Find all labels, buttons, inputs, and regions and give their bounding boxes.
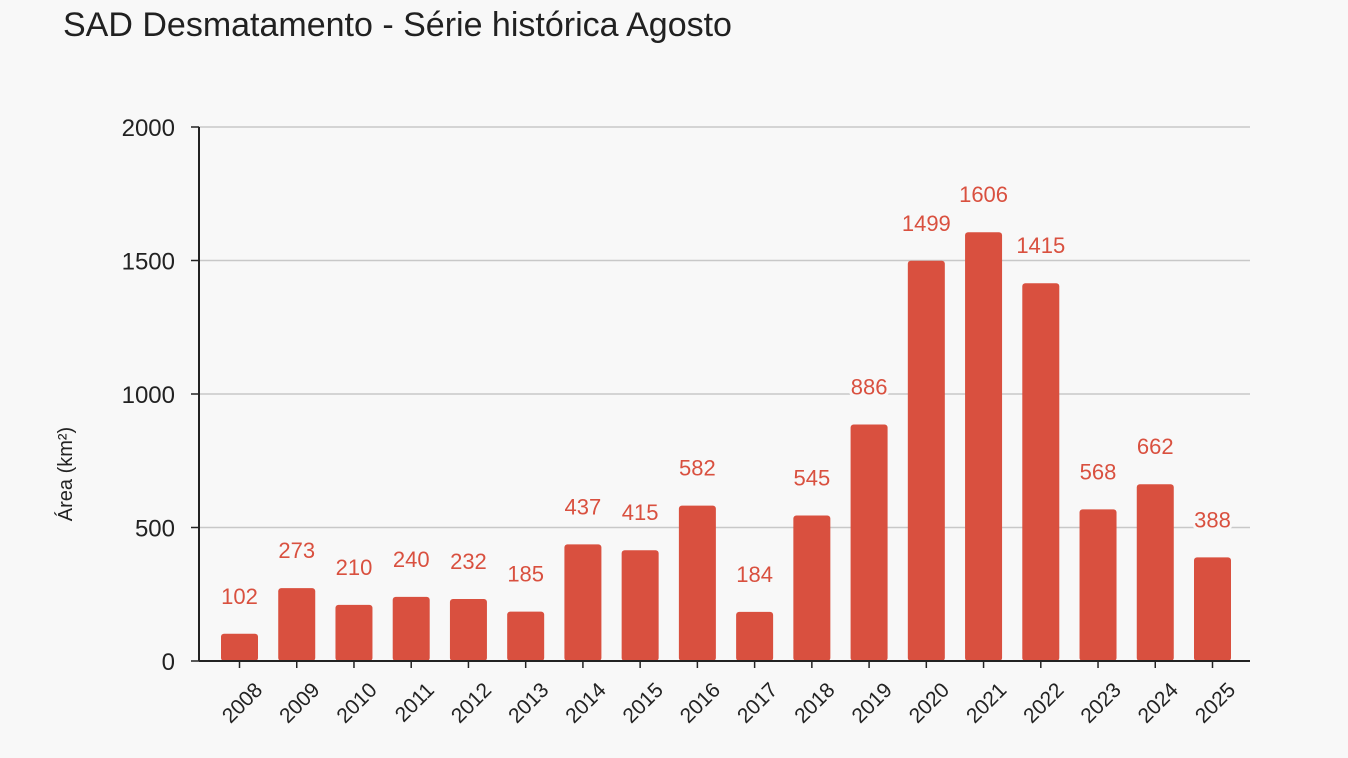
data-label-halo: 1606 [959,182,1008,207]
data-label: 545 [793,465,830,490]
bar [564,544,602,661]
data-label-halo: 545 [793,465,830,490]
bars [221,232,1231,661]
data-label: 1606 [959,182,1008,207]
bar [392,596,430,661]
bar [221,633,258,661]
bar [278,588,316,661]
data-label-halo: 185 [507,562,544,587]
bar [507,611,545,661]
data-label-halo: 886 [851,374,888,399]
data-label-halo: 240 [393,547,430,572]
x-tick-label: 2015 [619,678,668,727]
x-tick-label: 2012 [447,678,496,727]
bar [793,515,831,661]
data-label-halo: 582 [679,456,716,481]
x-tick-label: 2022 [1019,678,1068,727]
axes [191,126,1250,668]
x-tick-label: 2008 [218,678,267,727]
data-label: 210 [336,555,373,580]
x-tick-labels: 2008 2009 2010 2011 2012 2013 2014 2015 2016 2017… [218,678,1240,728]
y-tick-labels: 0 500 1000 1500 2000 [122,115,175,676]
bar [850,424,888,661]
bar [1136,484,1174,661]
x-tick-label: 2018 [790,678,839,727]
bar [678,505,716,661]
x-tick-label: 2025 [1191,678,1240,727]
data-label-halo: 662 [1137,434,1174,459]
data-label: 415 [622,500,659,525]
data-label: 886 [851,374,888,399]
y-axis-title: Área (km²) [54,427,77,521]
y-tick-label: 1000 [122,382,175,409]
data-label: 184 [736,562,773,587]
bar [1079,509,1117,661]
data-label: 273 [278,538,315,563]
data-label: 1415 [1016,233,1065,258]
data-label-halo: 415 [622,500,659,525]
data-label: 240 [393,547,430,572]
data-label: 185 [507,562,544,587]
x-tick-label: 2019 [848,678,897,727]
gridlines [199,126,1250,529]
x-tick-label: 2013 [504,678,553,727]
x-tick-label: 2014 [561,678,611,728]
data-label-halo: 184 [736,562,773,587]
bar [965,232,1003,661]
data-label-halo: 232 [450,549,487,574]
bar [907,260,945,661]
x-tick-label: 2020 [905,678,954,727]
data-label: 568 [1080,459,1117,484]
x-tick-label: 2021 [962,678,1011,727]
y-tick-label: 500 [135,516,175,543]
data-label-halo: 273 [278,538,315,563]
data-label-halo: 1499 [902,211,951,236]
bar [736,611,774,661]
y-tick-label: 1500 [122,249,175,276]
bar [335,604,373,661]
data-label: 232 [450,549,487,574]
data-label-halo: 1415 [1016,233,1065,258]
y-tick-label: 0 [162,649,175,676]
bar [1022,283,1060,661]
y-tick-label: 2000 [122,115,175,142]
chart-title: SAD Desmatamento - Série histórica Agost… [63,6,732,44]
data-label: 437 [565,494,602,519]
x-tick-label: 2016 [676,678,725,727]
x-tick-label: 2017 [733,678,782,727]
data-label-halo: 210 [336,555,373,580]
bar [1194,557,1231,661]
bar [449,599,487,661]
data-label-halo: 102 [221,584,258,609]
data-label-halo: 437 [565,494,602,519]
data-label-halo: 388 [1194,507,1231,532]
data-label: 662 [1137,434,1174,459]
x-tick-label: 2010 [332,678,381,727]
x-tick-label: 2023 [1076,678,1125,727]
x-tick-label: 2011 [391,678,439,726]
data-label: 1499 [902,211,951,236]
data-label-halo: 568 [1080,459,1117,484]
x-tick-label: 2024 [1134,678,1184,728]
x-tick-label: 2009 [275,678,324,727]
bar [621,550,659,661]
data-label: 582 [679,456,716,481]
data-label: 388 [1194,507,1231,532]
data-label: 102 [221,584,258,609]
